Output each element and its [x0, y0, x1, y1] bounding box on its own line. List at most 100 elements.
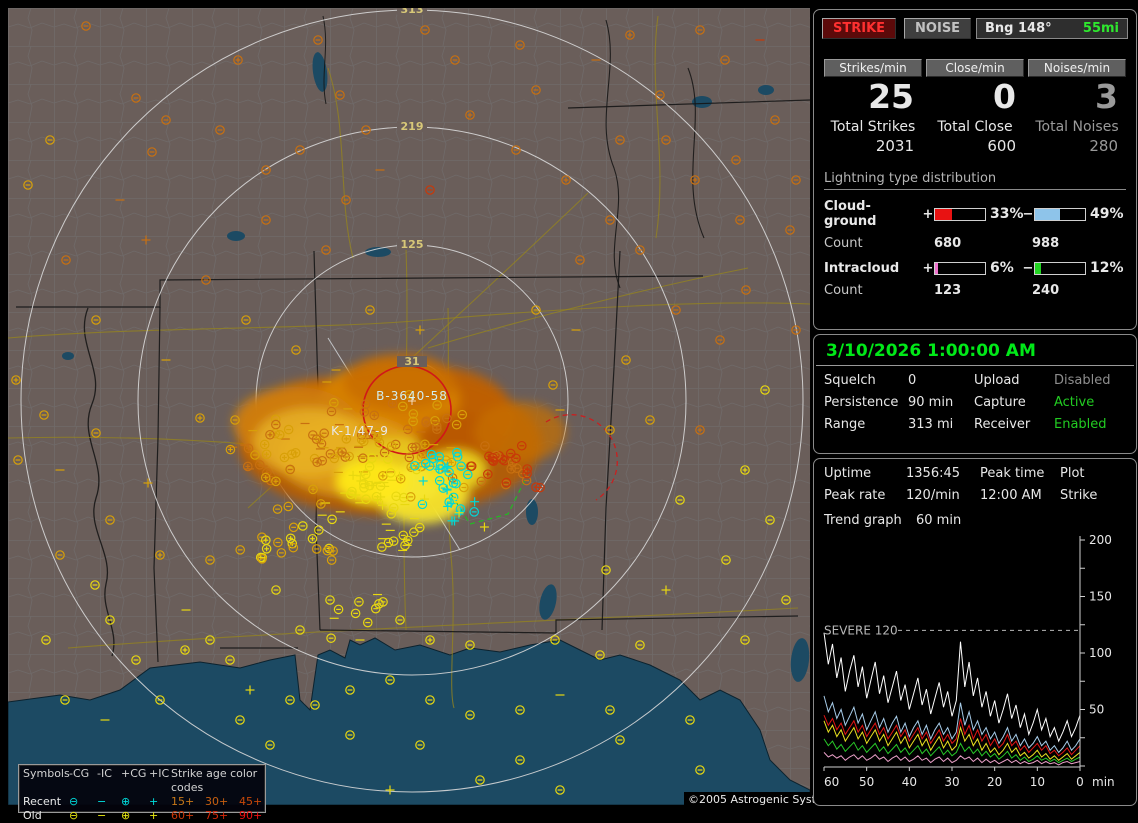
minus-sign: −: [1022, 260, 1034, 276]
squelch-label: Squelch: [824, 373, 876, 388]
ic-pos-count: 123: [934, 283, 962, 299]
legend-row-old: Old ⊖ − ⊕ + 60+ 75+ 90+: [23, 809, 262, 823]
cg-pos-count: 680: [934, 236, 962, 252]
cloud-ground-label: Cloud-ground: [824, 199, 877, 230]
plus-icon: +: [149, 795, 159, 808]
range-label: Range: [824, 417, 866, 432]
legend-col-cg-neg: -CG: [69, 767, 90, 780]
noises-per-min-value: 3: [1095, 77, 1118, 116]
svg-text:31: 31: [404, 355, 419, 368]
cg-neg-count: 988: [1032, 236, 1060, 252]
total-strikes-label: Total Strikes: [830, 119, 916, 136]
svg-text:min: min: [1092, 775, 1115, 789]
svg-text:150: 150: [1089, 590, 1112, 604]
svg-text:40: 40: [902, 775, 917, 789]
age-75: 75+: [205, 809, 229, 822]
circle-minus-icon: ⊖: [69, 809, 79, 822]
svg-text:20: 20: [987, 775, 1002, 789]
svg-text:B-3640-58: B-3640-58: [376, 389, 448, 403]
count-label: Count: [824, 236, 863, 252]
cloud-ground-row: Cloud-ground + 33% − 49%: [824, 199, 1126, 229]
map-canvas[interactable]: 31 125 219 313 B-3640-58 K-1/47-9: [8, 8, 810, 805]
plus-sign: +: [922, 260, 934, 276]
capture-label: Capture: [974, 395, 1026, 410]
total-close-label: Total Close: [937, 119, 1013, 136]
minus-sign: −: [1022, 206, 1034, 222]
circle-plus-icon: ⊕: [121, 795, 131, 808]
svg-text:50: 50: [859, 775, 874, 789]
noise-mode-button[interactable]: NOISE: [904, 18, 972, 39]
svg-text:200: 200: [1089, 534, 1112, 547]
trend-graph-window: 60 min: [916, 513, 962, 528]
status-row-range: Range 313 mi Receiver Enabled: [814, 417, 1136, 432]
age-15: 15+: [171, 795, 195, 808]
cloud-ground-count-row: Count 680 988: [824, 236, 1126, 251]
count-label: Count: [824, 283, 863, 299]
circle-plus-icon: ⊕: [121, 809, 131, 822]
intracloud-row: Intracloud + 6% − 12%: [824, 260, 1126, 276]
bearing-readout: Bng 148° 55mi: [976, 18, 1128, 39]
legend-col-ic-pos: +IC: [149, 767, 170, 780]
status-panel: 3/10/2026 1:00:00 AM Squelch 0 Upload Di…: [813, 334, 1137, 454]
ic-neg-bar: [1034, 261, 1086, 275]
strike-mode-button[interactable]: STRIKE: [822, 18, 897, 39]
legend-col-cg-pos: +CG: [121, 767, 147, 780]
trend-graph: SEVERE 120 50 100 150 200 60 50 40 30 20 10 0 min: [822, 533, 1130, 806]
receiver-label: Receiver: [974, 417, 1031, 432]
svg-text:50: 50: [1089, 703, 1104, 717]
total-noises-label: Total Noises: [1035, 119, 1119, 136]
peak-time-value: 12:00 AM: [980, 488, 1042, 503]
noises-per-min-button[interactable]: Noises/min: [1028, 59, 1126, 77]
trend-panel: Uptime 1356:45 Peak time Plot Peak rate …: [813, 458, 1137, 806]
close-per-min-button[interactable]: Close/min: [926, 59, 1024, 77]
upload-state: Disabled: [1054, 373, 1111, 388]
mode-button-row: STRIKE NOISE Bng 148° 55mi: [822, 18, 1128, 39]
map-legend: Symbols -CG -IC +CG +IC Strike age color…: [18, 764, 266, 822]
datetime-display: 3/10/2026 1:00:00 AM: [816, 335, 1134, 366]
ic-neg-count: 240: [1032, 283, 1060, 299]
cg-pos-pct: 33%: [990, 206, 1024, 223]
bearing-value: Bng 148°: [985, 21, 1052, 36]
total-close-value: 600: [987, 137, 1016, 156]
svg-text:60: 60: [824, 775, 839, 789]
circle-minus-icon: ⊖: [69, 795, 79, 808]
trend-row-2: Peak rate 120/min 12:00 AM Strike: [814, 488, 1136, 503]
trend-graph-header: Trend graph 60 min: [814, 513, 1136, 528]
peak-rate-value: 120/min: [906, 488, 960, 503]
legend-old-label: Old: [23, 809, 42, 822]
squelch-value: 0: [908, 373, 917, 388]
trend-row-1: Uptime 1356:45 Peak time Plot: [814, 466, 1136, 481]
distribution-title: Lightning type distribution: [824, 171, 1126, 191]
strikes-per-min-value: 25: [868, 77, 914, 116]
status-row-squelch: Squelch 0 Upload Disabled: [814, 373, 1136, 388]
strikes-per-min-button[interactable]: Strikes/min: [824, 59, 922, 77]
persistence-label: Persistence: [824, 395, 899, 410]
legend-age-header: Strike age color codes: [171, 767, 258, 794]
stats-panel: STRIKE NOISE Bng 148° 55mi Strikes/min 2…: [813, 9, 1137, 330]
lightning-distribution: Lightning type distribution Cloud-ground…: [814, 171, 1136, 298]
svg-text:30: 30: [944, 775, 959, 789]
svg-text:10: 10: [1030, 775, 1045, 789]
legend-row-recent: Recent ⊖ − ⊕ + 15+ 30+ 45+: [23, 795, 262, 809]
age-60: 60+: [171, 809, 195, 822]
uptime-value: 1356:45: [906, 466, 961, 481]
plus-sign: +: [922, 206, 934, 222]
ic-pos-bar: [934, 261, 986, 275]
age-45: 45+: [239, 795, 263, 808]
upload-label: Upload: [974, 373, 1020, 388]
total-strikes-value: 2031: [875, 137, 914, 156]
intracloud-label: Intracloud: [824, 260, 900, 276]
receiver-state: Enabled: [1054, 417, 1107, 432]
persistence-value: 90 min: [908, 395, 954, 410]
total-noises-value: 280: [1089, 137, 1118, 156]
uptime-label: Uptime: [824, 466, 872, 481]
plot-label: Plot: [1060, 466, 1085, 481]
plus-icon: +: [149, 809, 159, 822]
svg-text:SEVERE 120: SEVERE 120: [824, 623, 898, 637]
cg-pos-bar: [934, 207, 986, 221]
age-30: 30+: [205, 795, 229, 808]
noises-column: Noises/min 3 Total Noises 280: [1028, 59, 1126, 155]
strike-map[interactable]: 31 125 219 313 B-3640-58 K-1/47-9 Symbols -CG…: [8, 8, 810, 822]
legend-col-ic-neg: -IC: [97, 767, 112, 780]
minus-icon: −: [97, 795, 107, 808]
